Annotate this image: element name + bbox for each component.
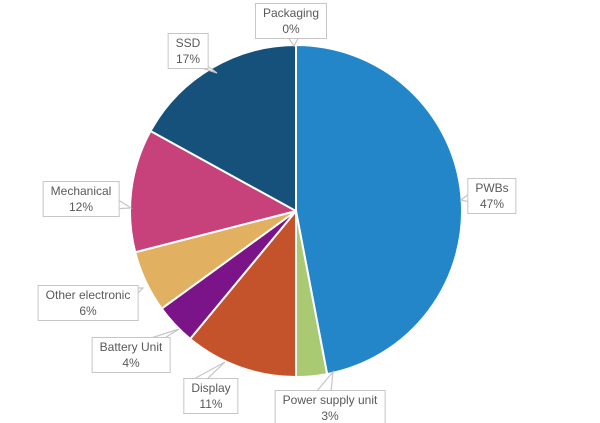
callout-mechanical-pct: 12% xyxy=(68,200,94,214)
callout-battery-unit: Battery Unit 4% xyxy=(91,337,171,373)
callout-battery-unit-pct: 4% xyxy=(122,356,140,370)
callout-packaging: Packaging 0% xyxy=(254,3,328,39)
callout-power-supply-unit-pct: 3% xyxy=(321,409,339,423)
callout-packaging-label: Packaging xyxy=(262,6,320,20)
callout-mechanical-label: Mechanical xyxy=(50,184,112,198)
callout-ssd-pct: 17% xyxy=(175,52,201,66)
callout-battery-unit-label: Battery Unit xyxy=(99,340,163,354)
pie-slice-mechanical xyxy=(129,130,297,254)
callout-other-electronic: Other electronic 6% xyxy=(37,285,139,321)
callout-display-pct: 11% xyxy=(199,397,223,411)
callout-ssd: SSD 17% xyxy=(167,33,209,69)
callout-pwbs-pct: 47% xyxy=(479,197,505,211)
callout-pwbs: PWBs 47% xyxy=(467,178,517,214)
callout-packaging-pct: 0% xyxy=(282,22,300,36)
pie-slice-ssd xyxy=(149,44,297,212)
callout-power-supply-unit-label: Power supply unit xyxy=(282,393,378,407)
callout-pwbs-label: PWBs xyxy=(475,181,509,195)
pie-slice-display xyxy=(189,210,297,378)
pie-slice-pwbs xyxy=(295,44,463,376)
callout-mechanical: Mechanical 12% xyxy=(42,181,120,217)
callout-power-supply-unit: Power supply unit 3% xyxy=(274,390,386,423)
callout-other-electronic-label: Other electronic xyxy=(45,288,131,302)
callout-display: Display 11% xyxy=(183,378,239,414)
callout-other-electronic-pct: 6% xyxy=(79,304,97,318)
callout-ssd-label: SSD xyxy=(175,36,201,50)
callout-display-label: Display xyxy=(191,381,231,395)
